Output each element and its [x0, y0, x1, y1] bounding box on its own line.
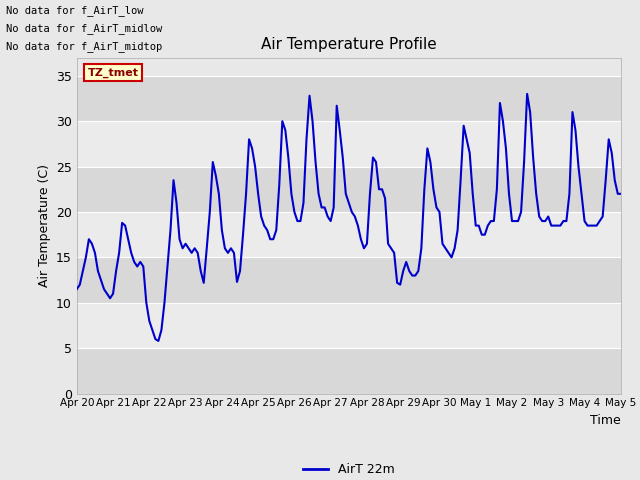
Bar: [77, 121, 621, 167]
Bar: [77, 212, 621, 257]
Bar: [77, 303, 621, 348]
Bar: [77, 257, 621, 303]
Text: No data for f_AirT_midlow: No data for f_AirT_midlow: [6, 23, 163, 34]
Bar: [77, 348, 621, 394]
Legend: AirT 22m: AirT 22m: [298, 458, 399, 480]
Text: No data for f_AirT_midtop: No data for f_AirT_midtop: [6, 41, 163, 52]
Text: No data for f_AirT_low: No data for f_AirT_low: [6, 5, 144, 16]
Y-axis label: Air Temperature (C): Air Temperature (C): [38, 164, 51, 287]
X-axis label: Time: Time: [590, 414, 621, 427]
Bar: [77, 76, 621, 121]
Text: TZ_tmet: TZ_tmet: [88, 68, 139, 78]
Title: Air Temperature Profile: Air Temperature Profile: [261, 37, 436, 52]
Bar: [77, 167, 621, 212]
